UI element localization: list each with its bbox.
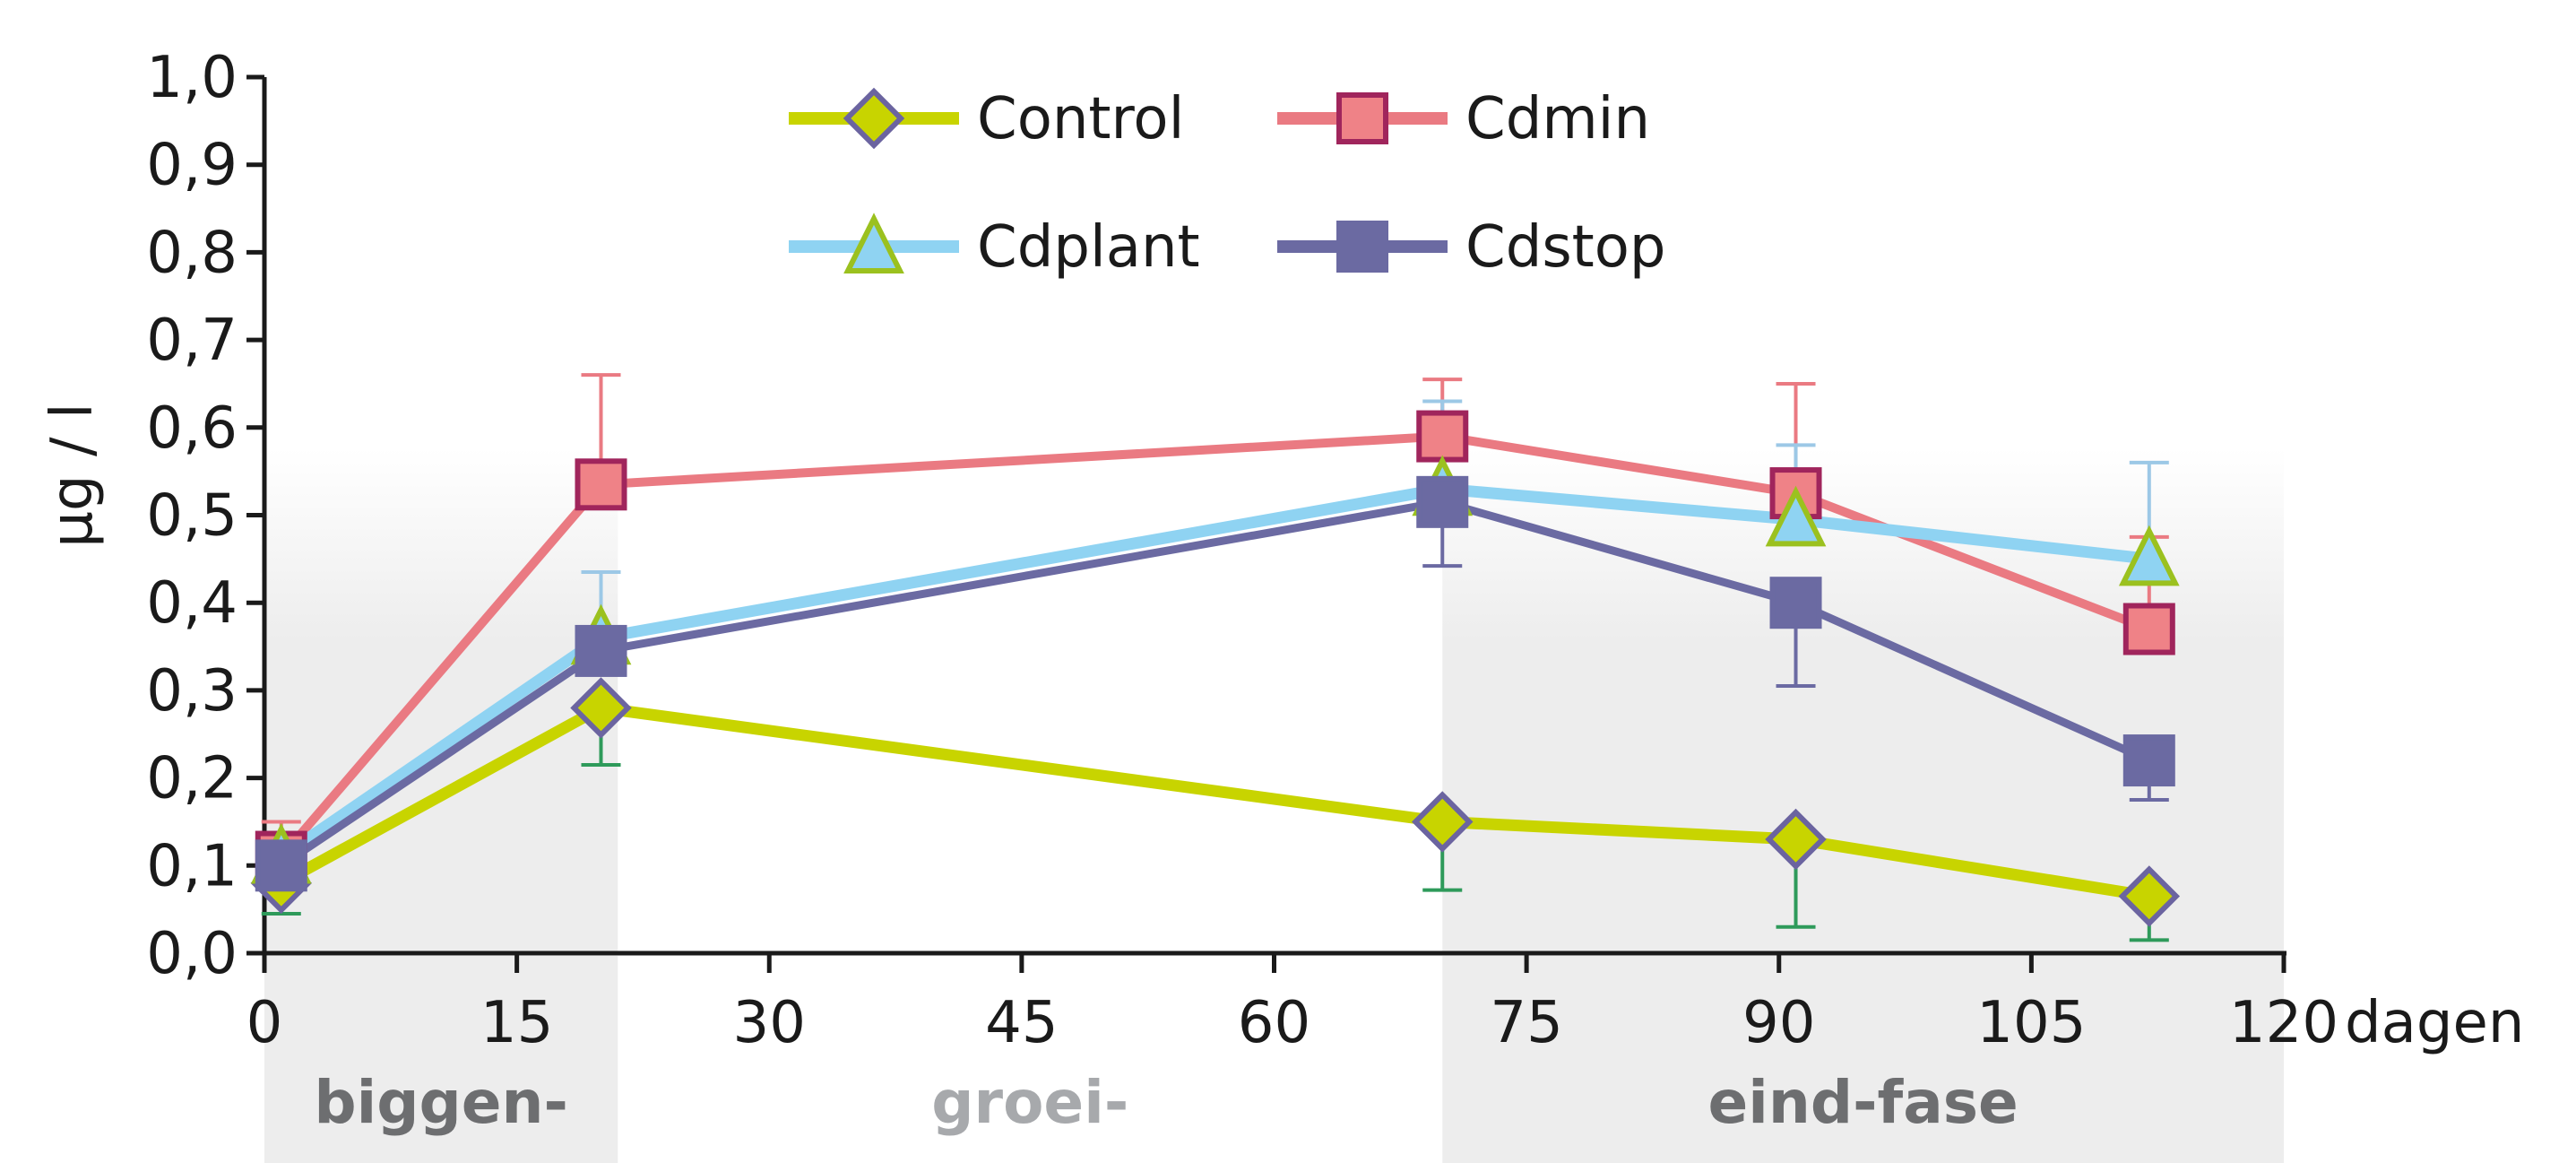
x-tick-label: 75 (1490, 990, 1562, 1056)
phase-band-bottom-0 (264, 956, 618, 1163)
point-Cdstop (1769, 577, 1822, 629)
legend-marker-Cdmin (1336, 92, 1388, 144)
point-Cdplant (2118, 525, 2180, 586)
y-axis-title: µg / l (39, 403, 106, 547)
legend-marker-Cdplant (843, 213, 904, 273)
y-tick-label: 1,0 (146, 45, 238, 111)
y-tick-label: 0,1 (146, 833, 238, 899)
axes: 0,0 0,1 0,2 0,3 0,4 0,5 0,6 0,7 0,8 0,9 1,0 0 15 30 45… (146, 45, 2338, 1056)
y-tick-label: 0,9 (146, 133, 238, 199)
x-tick-label: 30 (733, 990, 806, 1056)
point-Cdmin (2122, 603, 2175, 655)
x-axis-unit-label: dagen (2345, 990, 2524, 1056)
phase-band-bottom-2 (1442, 956, 2284, 1163)
y-tick-label: 0,2 (146, 746, 238, 812)
x-tick-label: 0 (246, 990, 283, 1056)
x-tick-label: 60 (1238, 990, 1310, 1056)
point-Cdmin (575, 458, 627, 511)
y-tick-label: 0,4 (146, 570, 238, 637)
legend-label-Cdplant: Cdplant (977, 214, 1200, 281)
point-Cdstop (2122, 734, 2175, 787)
y-tick-label: 0,5 (146, 483, 238, 550)
legend-label-Cdmin: Cdmin (1465, 86, 1650, 152)
point-Control (2118, 865, 2181, 927)
y-tick-label: 0,6 (146, 395, 238, 462)
legend-marker-Cdstop (1336, 221, 1388, 273)
legend-label-Control: Control (977, 86, 1184, 152)
point-Cdmin (1416, 410, 1469, 463)
markers (250, 410, 2181, 927)
x-tick-label: 120 (2229, 990, 2338, 1056)
point-Cdstop (255, 839, 307, 892)
y-tick-label: 0,3 (146, 658, 238, 725)
point-Control (1412, 791, 1474, 853)
point-Cdplant (1765, 485, 1827, 547)
legend: Control Cdmin Cdplant Cdstop (789, 86, 1666, 281)
x-tick-label: 45 (985, 990, 1058, 1056)
legend-label-Cdstop: Cdstop (1465, 214, 1666, 281)
x-tick-label: 105 (1976, 990, 2086, 1056)
point-Cdstop (575, 624, 627, 677)
x-tick-label: 15 (480, 990, 553, 1056)
y-tick-label: 0,8 (146, 220, 238, 286)
point-Control (570, 677, 632, 739)
point-Cdstop (1416, 475, 1469, 528)
point-Control (1765, 808, 1827, 871)
x-tick-label: 90 (1742, 990, 1815, 1056)
legend-marker-Control (843, 87, 905, 150)
phase-label-1: groei- (931, 1068, 1128, 1137)
y-tick-label: 0,7 (146, 308, 238, 374)
phase-label-2: eind-fase (1707, 1068, 2018, 1137)
y-tick-label: 0,0 (146, 921, 238, 987)
phase-label-0: biggen- (314, 1068, 568, 1137)
